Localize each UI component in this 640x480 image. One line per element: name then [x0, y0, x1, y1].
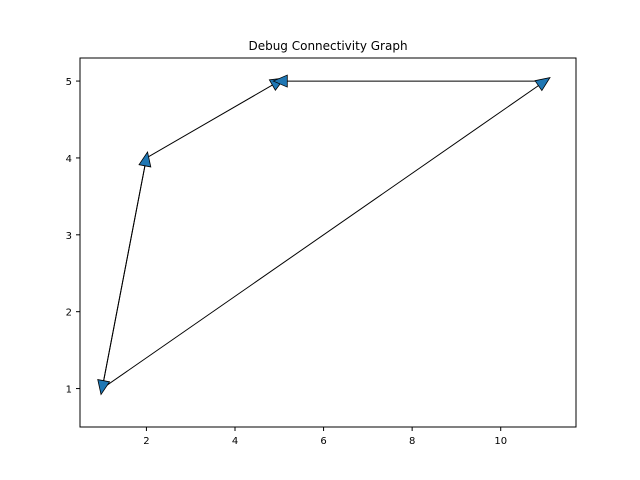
arrowhead-0 [138, 151, 152, 168]
arrowheads-layer [97, 74, 551, 396]
y-tick-label-2: 2 [66, 308, 72, 319]
chart-title: Debug Connectivity Graph [248, 39, 407, 53]
x-tick-label-8: 8 [409, 436, 415, 447]
edge-4 [103, 157, 147, 381]
x-tick-label-2: 2 [143, 436, 149, 447]
y-tick-label-3: 3 [66, 231, 72, 242]
x-tick-label-4: 4 [232, 436, 238, 447]
y-tick-label-4: 4 [66, 154, 72, 165]
edge-1 [146, 84, 273, 159]
arrowhead-4 [97, 379, 111, 396]
y-tick-label-1: 1 [66, 385, 72, 396]
arrowhead-2 [272, 74, 288, 88]
arrowhead-3 [534, 77, 551, 92]
edge-3 [101, 85, 539, 389]
plot-frame [79, 57, 577, 428]
y-tick-label-5: 5 [66, 77, 72, 88]
x-tick-label-10: 10 [494, 436, 507, 447]
edges-layer [101, 80, 545, 389]
x-tick-label-6: 6 [320, 436, 326, 447]
